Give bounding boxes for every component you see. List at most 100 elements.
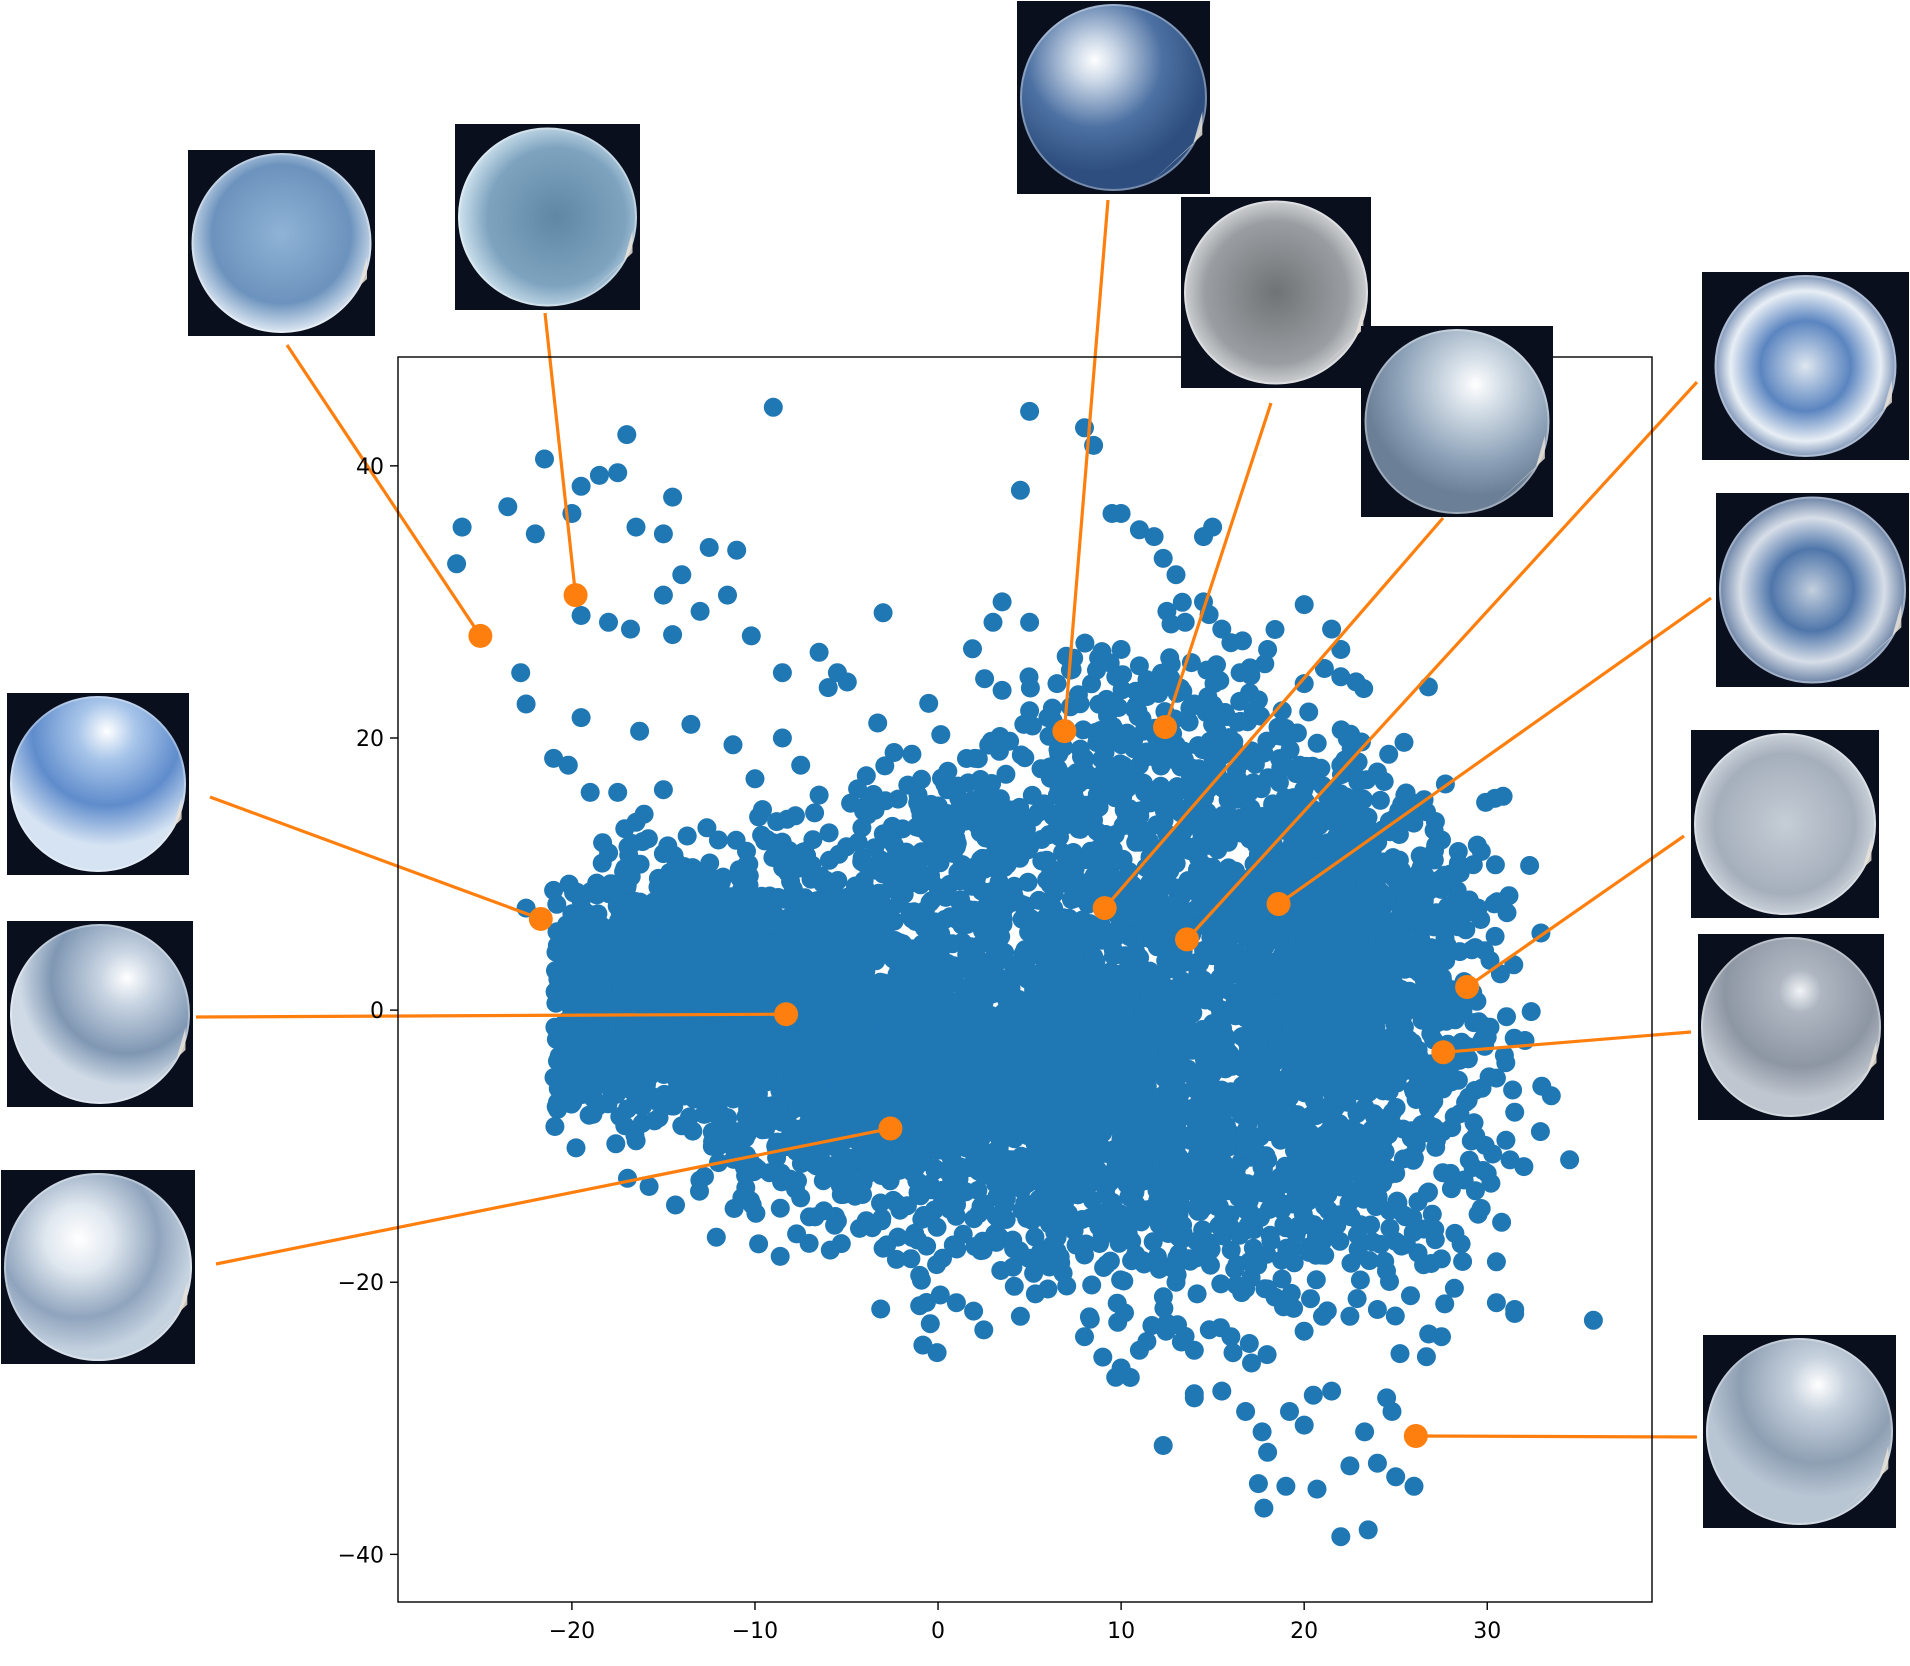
data-point bbox=[1114, 1002, 1134, 1022]
data-point bbox=[1003, 1033, 1023, 1053]
data-point bbox=[787, 960, 807, 980]
data-point bbox=[1404, 1476, 1424, 1496]
data-point bbox=[663, 487, 683, 507]
data-point bbox=[871, 1193, 890, 1213]
data-point bbox=[1083, 998, 1103, 1018]
data-point bbox=[743, 1100, 763, 1120]
data-point bbox=[662, 883, 681, 903]
data-point bbox=[866, 951, 886, 971]
data-point bbox=[914, 956, 934, 976]
data-point bbox=[791, 755, 811, 775]
data-point bbox=[587, 933, 607, 953]
data-point bbox=[498, 497, 518, 517]
data-point bbox=[780, 939, 800, 959]
data-point bbox=[452, 517, 472, 537]
data-point bbox=[769, 1098, 789, 1118]
data-point bbox=[888, 1063, 908, 1083]
data-point bbox=[653, 780, 673, 800]
data-point bbox=[676, 884, 696, 904]
data-point bbox=[1340, 1456, 1360, 1476]
data-point bbox=[1258, 640, 1278, 659]
data-point bbox=[1180, 987, 1200, 1007]
data-point bbox=[714, 1080, 734, 1100]
data-point bbox=[625, 1125, 645, 1145]
data-point bbox=[786, 1081, 806, 1100]
data-point bbox=[901, 1249, 921, 1269]
data-point bbox=[608, 782, 628, 802]
data-point bbox=[766, 1049, 786, 1069]
data-point bbox=[1028, 1032, 1048, 1051]
data-point bbox=[933, 962, 953, 981]
data-point bbox=[844, 1151, 863, 1171]
data-point bbox=[677, 826, 697, 846]
data-point bbox=[843, 953, 863, 972]
data-point bbox=[872, 1211, 892, 1231]
data-point bbox=[772, 728, 792, 748]
data-point bbox=[897, 1028, 916, 1047]
data-point bbox=[1082, 1275, 1102, 1295]
data-point bbox=[1153, 548, 1173, 568]
data-point bbox=[1583, 1310, 1603, 1330]
data-point bbox=[1147, 937, 1167, 957]
data-point bbox=[761, 914, 780, 934]
data-point bbox=[708, 830, 728, 850]
data-point bbox=[1060, 950, 1080, 970]
data-point bbox=[1294, 1415, 1314, 1435]
data-point bbox=[988, 951, 1008, 971]
data-point bbox=[1113, 980, 1132, 1000]
data-point bbox=[1220, 902, 1240, 922]
data-point bbox=[800, 1207, 819, 1227]
data-point bbox=[1010, 480, 1030, 500]
data-point bbox=[772, 832, 792, 852]
data-point bbox=[680, 1107, 699, 1127]
data-point bbox=[663, 625, 683, 645]
data-point bbox=[1485, 855, 1505, 875]
data-point bbox=[809, 642, 829, 662]
data-point bbox=[1044, 898, 1064, 918]
data-point bbox=[714, 1062, 734, 1082]
data-point bbox=[718, 585, 737, 605]
data-point bbox=[1258, 1442, 1278, 1462]
data-point bbox=[1093, 1347, 1113, 1367]
data-point bbox=[897, 1196, 917, 1216]
data-point bbox=[567, 882, 587, 902]
data-point bbox=[618, 1168, 637, 1188]
data-point bbox=[1015, 943, 1034, 963]
data-point bbox=[1222, 983, 1242, 1002]
data-point bbox=[1197, 1024, 1217, 1044]
data-point bbox=[1355, 1422, 1375, 1442]
data-point bbox=[1020, 612, 1040, 632]
data-point bbox=[876, 1074, 896, 1094]
data-point bbox=[698, 1084, 718, 1104]
data-point bbox=[666, 1195, 685, 1215]
data-point bbox=[1486, 1293, 1506, 1313]
data-point bbox=[1265, 620, 1285, 639]
data-point bbox=[625, 892, 645, 911]
data-point bbox=[615, 819, 635, 839]
data-point bbox=[818, 678, 838, 698]
data-point bbox=[1196, 990, 1215, 1010]
data-point bbox=[934, 1003, 954, 1023]
data-point bbox=[710, 1021, 730, 1041]
data-point bbox=[703, 1132, 723, 1151]
data-point bbox=[935, 1098, 955, 1118]
data-point bbox=[599, 612, 618, 632]
data-point bbox=[1303, 1385, 1323, 1405]
data-point bbox=[1025, 1284, 1045, 1304]
data-point bbox=[775, 923, 795, 943]
data-point bbox=[920, 1314, 940, 1334]
data-point bbox=[1194, 527, 1213, 547]
data-point bbox=[811, 1062, 831, 1082]
data-point bbox=[1184, 1384, 1204, 1404]
data-point bbox=[850, 1218, 869, 1238]
data-point bbox=[1025, 1227, 1045, 1247]
data-point bbox=[1236, 1402, 1256, 1421]
data-point bbox=[1144, 527, 1164, 547]
data-point bbox=[619, 845, 639, 865]
data-point bbox=[1047, 674, 1067, 694]
data-point bbox=[1111, 504, 1131, 523]
data-point bbox=[1166, 565, 1186, 585]
data-point bbox=[1206, 975, 1226, 995]
data-point bbox=[1212, 1000, 1232, 1020]
data-point bbox=[797, 992, 816, 1012]
